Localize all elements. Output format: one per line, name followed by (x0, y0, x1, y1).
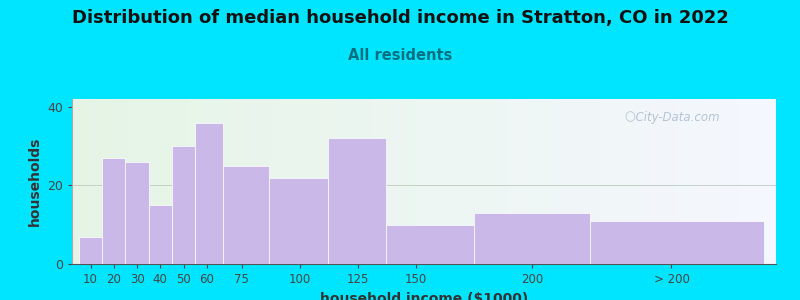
Bar (223, 166, 270, 264)
Bar (79, 236, 102, 264)
Bar (102, 158, 126, 264)
Bar (172, 146, 195, 264)
Bar (590, 221, 764, 264)
Bar (327, 138, 386, 264)
Bar (195, 123, 223, 264)
Y-axis label: households: households (27, 137, 42, 226)
Bar (386, 225, 474, 264)
Bar (149, 205, 172, 264)
Text: ○: ○ (625, 110, 635, 123)
X-axis label: household income ($1000): household income ($1000) (320, 292, 528, 300)
Bar (474, 213, 590, 264)
Text: City-Data.com: City-Data.com (628, 110, 720, 124)
Bar (126, 162, 149, 264)
Bar (270, 178, 327, 264)
Text: Distribution of median household income in Stratton, CO in 2022: Distribution of median household income … (71, 9, 729, 27)
Text: All residents: All residents (348, 48, 452, 63)
